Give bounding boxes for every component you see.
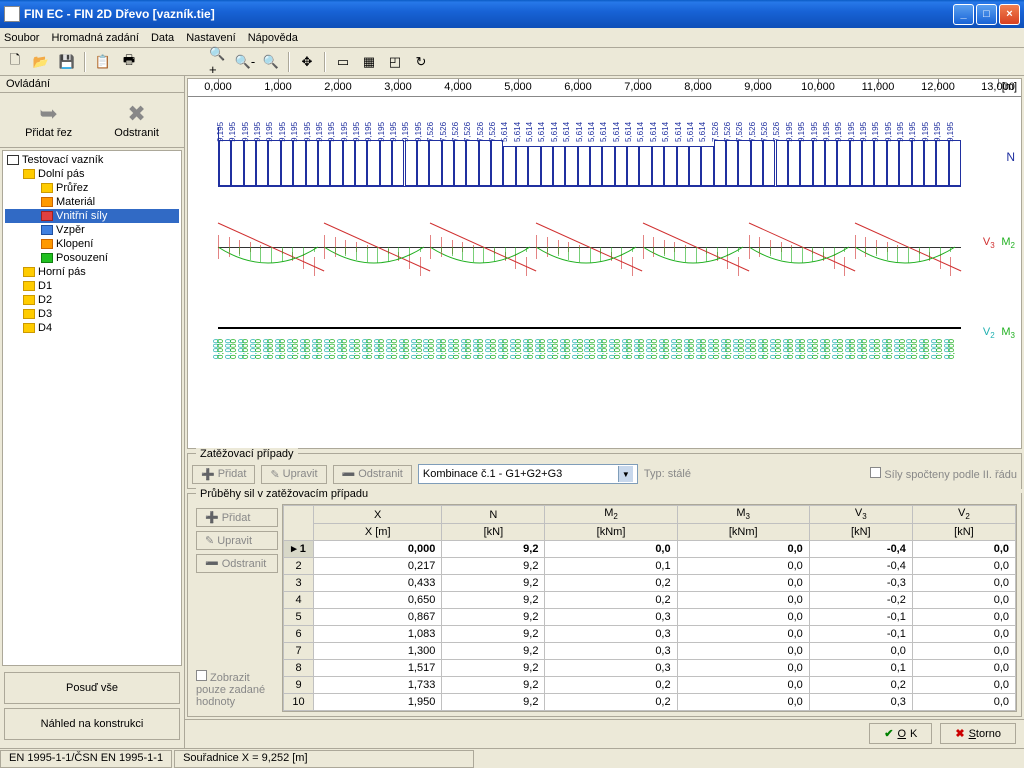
tree-item[interactable]: Posouzení bbox=[5, 251, 179, 265]
tree-item[interactable]: Vzpěr bbox=[5, 223, 179, 237]
remove-row-button[interactable]: ➖Odstranit bbox=[196, 554, 278, 573]
menu-hromadná zadání[interactable]: Hromadná zadání bbox=[51, 32, 138, 44]
zoom-in-icon[interactable]: 🔍+ bbox=[208, 51, 230, 73]
chevron-down-icon: ▼ bbox=[618, 466, 633, 482]
v3m2-diagram bbox=[218, 207, 961, 287]
n-label: N bbox=[1006, 150, 1015, 164]
tree-icon bbox=[41, 253, 53, 263]
table-row[interactable]: 101,9509,20,20,00,30,0 bbox=[284, 693, 1016, 710]
v2m3-label: V2 M3 bbox=[983, 324, 1015, 340]
tree-icon bbox=[23, 323, 35, 333]
maximize-button[interactable]: □ bbox=[976, 4, 997, 25]
table-row[interactable]: 20,2179,20,10,0-0,40,0 bbox=[284, 557, 1016, 574]
tree-icon bbox=[41, 183, 53, 193]
menu-soubor[interactable]: Soubor bbox=[4, 32, 39, 44]
copy-icon[interactable]: 📋 bbox=[92, 51, 114, 73]
grid-icon[interactable]: ▦ bbox=[358, 51, 380, 73]
type-label: Typ: stálé bbox=[644, 468, 691, 480]
v2m3-diagram: 0,0000,0000,0000,0000,0000,0000,0000,000… bbox=[218, 327, 961, 357]
tree-icon bbox=[7, 155, 19, 165]
add-section-button[interactable]: ➥ Přidat řez bbox=[25, 101, 72, 139]
sidebar: Ovládání ➥ Přidat řez ✖ Odstranit Testov… bbox=[0, 76, 185, 748]
dialog-buttons: ✔OK ✖Storno bbox=[185, 719, 1024, 748]
table-row[interactable]: 30,4339,20,20,0-0,30,0 bbox=[284, 574, 1016, 591]
table-row[interactable]: 61,0839,20,30,0-0,10,0 bbox=[284, 625, 1016, 642]
ruler: [m] 0,0001,0002,0003,0004,0005,0006,0007… bbox=[188, 79, 1021, 97]
edit-load-button[interactable]: ✎Upravit bbox=[261, 465, 326, 484]
second-order-check: Síly spočteny podle II. řádu bbox=[870, 467, 1017, 481]
zoom-window-icon[interactable]: 🔍 bbox=[260, 51, 282, 73]
add-load-button[interactable]: ➕Přidat bbox=[192, 465, 255, 484]
tree-icon bbox=[41, 239, 53, 249]
fit-icon[interactable]: ▭ bbox=[332, 51, 354, 73]
add-row-button[interactable]: ➕Přidat bbox=[196, 508, 278, 527]
print-icon[interactable]: 🖶 bbox=[118, 51, 140, 73]
v3m2-label: V3 M2 bbox=[983, 234, 1015, 250]
remove-load-button[interactable]: ➖Odstranit bbox=[333, 465, 412, 484]
toolbar: 🗋 📂 💾 📋 🖶 🔍+ 🔍- 🔍 ✥ ▭ ▦ ◰ ↻ bbox=[0, 48, 1024, 76]
pan-icon[interactable]: ✥ bbox=[296, 51, 318, 73]
close-button[interactable]: × bbox=[999, 4, 1020, 25]
ok-button[interactable]: ✔OK bbox=[869, 723, 932, 744]
open-icon[interactable]: 📂 bbox=[30, 51, 52, 73]
tree-item[interactable]: Horní pás bbox=[5, 265, 179, 279]
load-combo[interactable]: Kombinace č.1 - G1+G2+G3 ▼ bbox=[418, 464, 638, 484]
remove-section-button[interactable]: ✖ Odstranit bbox=[114, 101, 159, 139]
assess-all-button[interactable]: Posuď vše bbox=[4, 672, 180, 704]
sidebar-title: Ovládání bbox=[0, 76, 184, 93]
table-row[interactable]: 81,5179,20,30,00,10,0 bbox=[284, 659, 1016, 676]
table-row[interactable]: 40,6509,20,20,0-0,20,0 bbox=[284, 591, 1016, 608]
tree-icon bbox=[41, 197, 53, 207]
tree-icon bbox=[23, 169, 35, 179]
remove-icon: ✖ bbox=[114, 101, 159, 127]
tree-item[interactable]: Testovací vazník bbox=[5, 153, 179, 167]
zoom-out-icon[interactable]: 🔍- bbox=[234, 51, 256, 73]
menu-nastavení[interactable]: Nastavení bbox=[186, 32, 236, 44]
tree: Testovací vazníkDolní pásPrůřezMateriálV… bbox=[2, 150, 182, 666]
app-icon bbox=[4, 6, 20, 22]
menu-data[interactable]: Data bbox=[151, 32, 174, 44]
minimize-button[interactable]: _ bbox=[953, 4, 974, 25]
table-row[interactable]: 71,3009,20,30,00,00,0 bbox=[284, 642, 1016, 659]
tree-item[interactable]: Dolní pás bbox=[5, 167, 179, 181]
titlebar: FIN EC - FIN 2D Dřevo [vazník.tie] _ □ × bbox=[0, 0, 1024, 28]
statusbar: EN 1995-1-1/ČSN EN 1995-1-1 Souřadnice X… bbox=[0, 748, 1024, 768]
add-icon: ➥ bbox=[25, 101, 72, 127]
table-row[interactable]: 91,7339,20,20,00,20,0 bbox=[284, 676, 1016, 693]
tree-item[interactable]: D2 bbox=[5, 293, 179, 307]
tree-icon bbox=[23, 309, 35, 319]
tree-item[interactable]: Průřez bbox=[5, 181, 179, 195]
tree-item[interactable]: Klopení bbox=[5, 237, 179, 251]
show-only-check[interactable]: Zobrazit pouze zadané hodnoty bbox=[196, 670, 278, 708]
n-diagram: 9,1959,1959,1959,1959,1959,1959,1959,195… bbox=[218, 127, 961, 187]
refresh-icon[interactable]: ↻ bbox=[410, 51, 432, 73]
save-icon[interactable]: 💾 bbox=[56, 51, 78, 73]
tree-icon bbox=[23, 295, 35, 305]
tree-item[interactable]: Vnitřní síly bbox=[5, 209, 179, 223]
table-row[interactable]: 50,8679,20,30,0-0,10,0 bbox=[284, 608, 1016, 625]
tree-item[interactable]: D1 bbox=[5, 279, 179, 293]
tree-item[interactable]: Materiál bbox=[5, 195, 179, 209]
tree-icon bbox=[41, 211, 53, 221]
edit-row-button[interactable]: ✎Upravit bbox=[196, 531, 278, 550]
status-coord: Souřadnice X = 9,252 [m] bbox=[174, 750, 474, 768]
forces-table: XNM2M3V3V2X [m][kN][kNm][kNm][kN][kN]▸ 1… bbox=[282, 504, 1017, 711]
menu-nápověda[interactable]: Nápověda bbox=[248, 32, 298, 44]
diagram-area: [m] 0,0001,0002,0003,0004,0005,0006,0007… bbox=[187, 78, 1022, 449]
tree-item[interactable]: D3 bbox=[5, 307, 179, 321]
new-icon[interactable]: 🗋 bbox=[4, 51, 26, 73]
load-cases-panel: Zatěžovací případy ➕Přidat ✎Upravit ➖Ods… bbox=[187, 453, 1022, 489]
menubar: Soubor Hromadná zadání Data Nastavení Nápově… bbox=[0, 28, 1024, 48]
view-structure-button[interactable]: Náhled na konstrukci bbox=[4, 708, 180, 740]
select-icon[interactable]: ◰ bbox=[384, 51, 406, 73]
cancel-button[interactable]: ✖Storno bbox=[940, 723, 1016, 744]
tree-icon bbox=[23, 267, 35, 277]
tree-icon bbox=[23, 281, 35, 291]
tree-icon bbox=[41, 225, 53, 235]
window-title: FIN EC - FIN 2D Dřevo [vazník.tie] bbox=[24, 7, 953, 21]
status-code: EN 1995-1-1/ČSN EN 1995-1-1 bbox=[0, 750, 172, 768]
table-row[interactable]: ▸ 10,0009,20,00,0-0,40,0 bbox=[284, 540, 1016, 557]
forces-panel: Průběhy sil v zatěžovacím případu ➕Přida… bbox=[187, 493, 1022, 716]
tree-item[interactable]: D4 bbox=[5, 321, 179, 335]
